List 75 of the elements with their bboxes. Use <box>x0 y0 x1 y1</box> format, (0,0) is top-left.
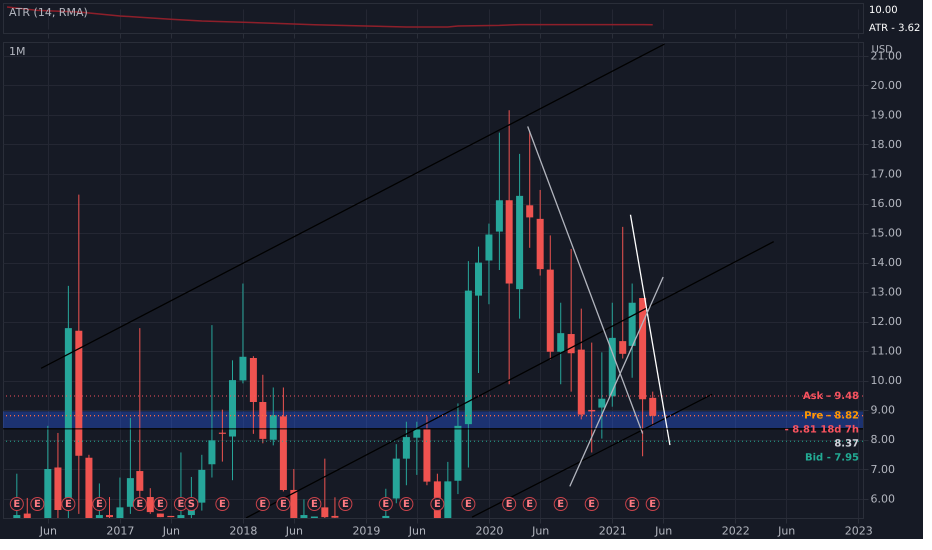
annotation: E <box>526 499 534 510</box>
x-tick-label: Jun <box>38 524 57 538</box>
x-tick-label: Jun <box>408 524 426 538</box>
annotation: E <box>464 499 472 510</box>
candlestick <box>218 409 226 462</box>
annotation: E <box>342 499 349 510</box>
candlestick <box>146 488 154 514</box>
candlestick <box>557 302 564 385</box>
y-tick-label: 12.00 <box>870 315 902 328</box>
annotation: E <box>649 499 656 510</box>
x-tick-label: 2018 <box>229 524 258 538</box>
candlestick <box>300 498 308 518</box>
x-tick-label: Jun <box>284 524 303 538</box>
x-tick-label: 2020 <box>475 524 504 538</box>
annotation: E <box>34 499 41 510</box>
annotation: E <box>402 499 410 510</box>
ref-line-label: 8.37 <box>834 438 860 450</box>
candlestick <box>177 452 184 518</box>
ref-line-label: Ask - 9.48 <box>802 391 860 402</box>
chart-title: 1M <box>9 45 26 58</box>
annotation: E <box>382 499 390 510</box>
y-tick-label: 18.00 <box>870 138 902 151</box>
annotation: E <box>136 499 144 510</box>
y-tick-label: 14.00 <box>870 256 902 270</box>
candlestick <box>106 496 113 518</box>
candlestick <box>568 248 575 392</box>
x-tick-label: 2017 <box>106 524 134 538</box>
annotation: E <box>13 499 20 510</box>
annotation: E <box>434 499 441 510</box>
candlestick <box>588 342 596 453</box>
candlestick <box>526 130 534 248</box>
candlestick <box>619 226 626 360</box>
candlestick <box>239 283 246 384</box>
x-tick-label: 2019 <box>352 524 380 538</box>
x-tick-label: Jun <box>531 524 550 538</box>
y-tick-label: 13.00 <box>870 286 902 299</box>
annotation: E <box>96 499 103 510</box>
y-tick-label: 16.00 <box>870 197 902 210</box>
y-tick-label: 17.00 <box>870 167 902 180</box>
annotation: E <box>280 499 287 510</box>
y-tick-label: 6.00 <box>870 492 895 506</box>
y-tick-label: 15.00 <box>870 226 902 240</box>
candlestick <box>24 497 31 518</box>
candlestick <box>116 477 124 518</box>
text: ATR - 3.62 <box>869 23 920 34</box>
annotation: E <box>628 499 636 510</box>
x-tick-label: 2021 <box>598 524 627 538</box>
annotation: E <box>588 499 596 510</box>
annotation: E <box>178 499 185 510</box>
ref-line-label: - 8.81 18d 7h <box>784 424 859 436</box>
y-tick-label: 7.00 <box>870 462 895 476</box>
x-tick-label: Jun <box>162 524 180 538</box>
x-tick-label: Jun <box>654 524 672 538</box>
annotation: E <box>506 499 513 510</box>
ref-line-label: Pre - 8.82 <box>804 410 860 422</box>
annotation: E <box>64 499 72 510</box>
y-tick-label: 10.00 <box>870 374 902 388</box>
x-tick-label: 2023 <box>844 524 873 538</box>
candlestick <box>321 458 328 518</box>
annotation: E <box>557 499 564 510</box>
annotation: S <box>188 499 195 510</box>
y-tick-label: 19.00 <box>870 108 902 122</box>
x-tick-label: 2022 <box>722 524 750 538</box>
annotation: E <box>310 499 318 510</box>
annotation: E <box>259 499 266 510</box>
y-tick-label: 11.00 <box>870 344 902 358</box>
x-tick-label: Jun <box>777 524 796 538</box>
annotation: E <box>156 499 164 510</box>
y-tick-label: 8.00 <box>870 433 895 446</box>
y-tick-label: 9.00 <box>870 404 895 417</box>
candlestick <box>598 352 606 440</box>
ref-line-label: Bid - 7.95 <box>805 452 860 464</box>
candlestick <box>649 391 656 426</box>
y-tick-label: 20.00 <box>870 78 902 92</box>
annotation: E <box>218 499 226 510</box>
